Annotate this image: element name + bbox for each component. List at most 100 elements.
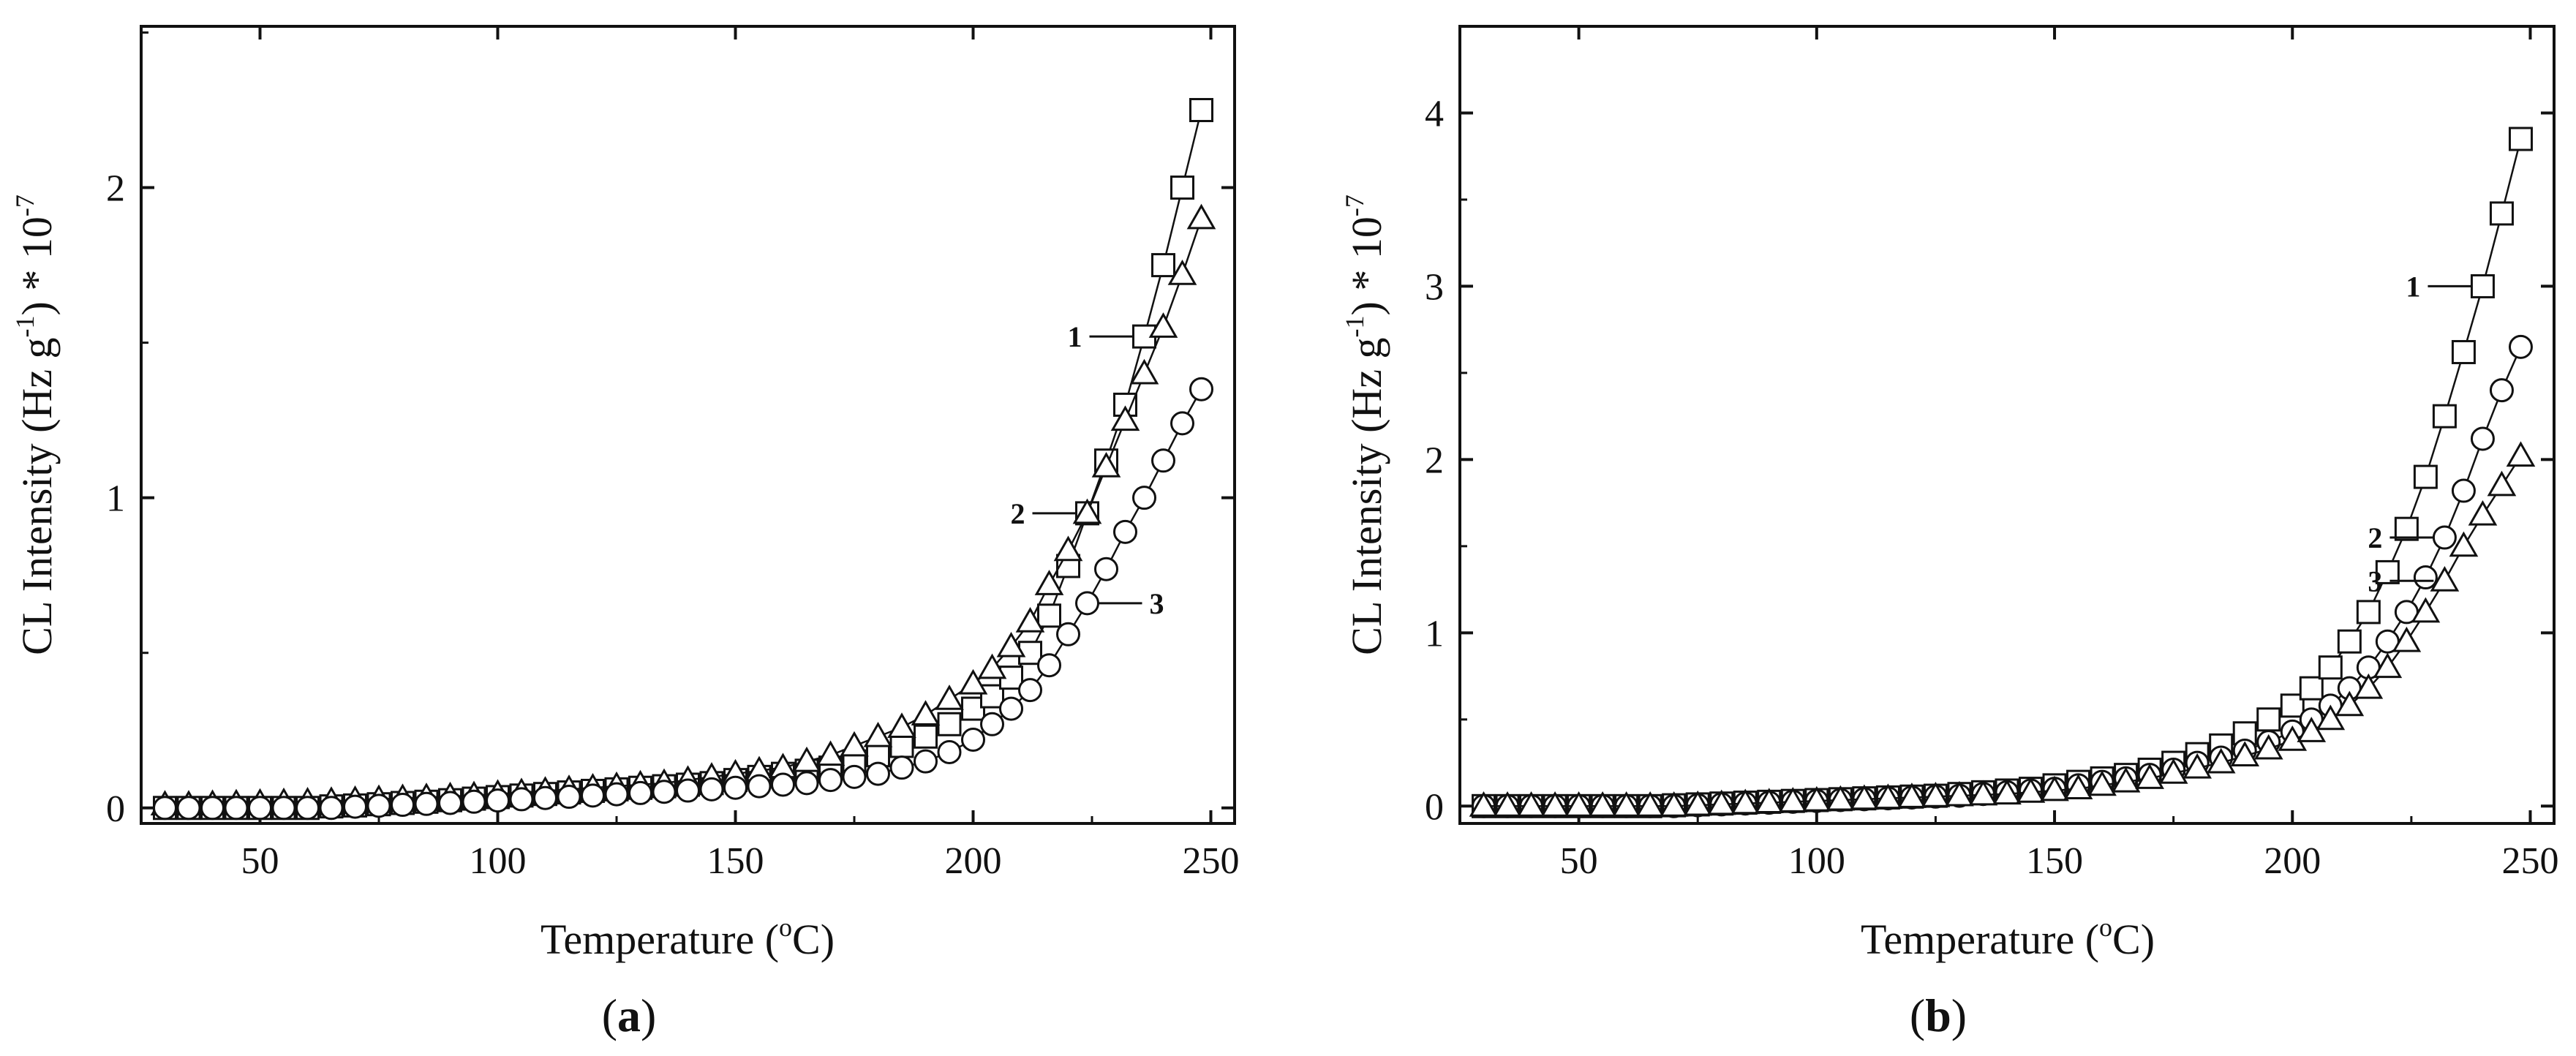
data-point-square [2299,676,2324,701]
curve-label: 2 [1011,497,1025,530]
data-point-triangle [1706,789,1736,815]
data-point-triangle [1186,203,1216,230]
data-point-triangle [1921,781,1951,807]
x-tick-label: 100 [1788,840,1845,882]
data-point-circle [391,793,415,818]
data-point-triangle [2158,758,2188,784]
data-point-square [999,665,1023,690]
data-point-triangle [958,668,988,695]
data-point-circle [818,768,843,793]
data-point-triangle [2430,565,2460,592]
data-point-triangle [1945,780,1974,807]
data-point-circle [794,771,819,796]
data-point-square [2489,201,2514,226]
curve-label: 3 [2368,565,2382,597]
data-point-circle [889,755,914,780]
data-point-triangle [2487,470,2517,497]
data-point-triangle [1148,312,1178,338]
data-point-triangle [1754,788,1784,814]
data-point-triangle [1469,791,1499,817]
data-point-square [2375,559,2400,584]
series-3 [153,377,1213,821]
data-point-circle [2489,378,2514,403]
data-point-circle [699,777,724,802]
curve-label: 1 [1068,320,1082,353]
data-point-square [889,733,914,758]
data-point-circle [509,787,534,812]
data-point-circle [747,774,772,799]
plot-frame [140,25,1236,825]
curve-label: 2 [2368,521,2382,554]
data-point-circle [937,739,962,764]
data-point-triangle [2253,733,2283,760]
data-point-triangle [1992,779,2022,805]
data-point-triangle [2373,652,2403,679]
data-point-triangle [1167,260,1197,285]
data-point-triangle [1091,451,1121,478]
data-point-triangle [1611,791,1641,817]
data-point-triangle [1034,570,1064,595]
panel-a: 50 100 150 200 250 0 1 2 Temperature (oC) CL Inte… [10,25,1240,1041]
data-point-triangle [2392,626,2422,652]
data-point-circle [295,796,320,821]
panel-b: 50 100 150 200 250 0 1 2 3 4 Temperature (oC) CL In… [1340,25,2558,1041]
data-point-square [2394,516,2419,541]
data-point-triangle [2335,690,2365,717]
data-point-circle [533,785,557,810]
data-point-triangle [2278,725,2308,751]
data-point-square [2470,274,2495,298]
data-point-triangle [1053,535,1083,562]
data-point-circle [1094,557,1118,581]
data-point-circle [652,780,677,804]
data-point-circle [224,796,249,821]
data-point-square [2413,464,2438,489]
data-point-square [2356,600,2381,625]
y-axis-label: CL Intensity (Hz g-1) * 10-7 [10,195,61,655]
data-point-triangle [1659,791,1689,817]
data-point-triangle [2206,747,2236,774]
series-line [1483,138,2522,807]
data-point-circle [2413,565,2438,590]
data-point-circle [914,749,938,774]
data-point-triangle [1801,785,1831,812]
data-point-triangle [1968,780,1998,806]
data-point-circle [200,796,225,821]
data-point-circle [1170,411,1194,436]
data-point-circle [271,796,296,821]
y-tick-label: 4 [1425,93,1444,135]
data-point-circle [980,712,1004,736]
x-axis-label: Temperature (oC) [541,913,835,963]
data-point-circle [248,796,272,821]
data-point-square [2451,339,2476,364]
data-point-circle [319,796,344,821]
x-axis-label: Temperature (oC) [1861,913,2155,963]
data-point-circle [438,791,462,815]
x-tick-label: 150 [707,840,764,882]
data-point-triangle [1493,791,1522,817]
data-point-circle [176,796,201,821]
data-point-triangle [1826,785,1856,811]
data-point-triangle [2135,763,2164,789]
data-point-triangle [935,684,964,710]
data-point-triangle [1516,791,1546,817]
series-2 [150,203,1216,815]
y-tick-label: 1 [1425,613,1444,655]
data-point-triangle [863,721,893,747]
data-point-triangle [2087,770,2117,796]
data-point-square [1189,98,1213,123]
data-point-circle [1151,448,1175,473]
x-tick-label: 150 [2026,840,2083,882]
series-line [1483,346,2522,807]
data-point-square [2337,629,2362,654]
data-point-circle [366,793,391,818]
data-point-triangle [792,746,821,772]
y-tick-label: 0 [106,788,125,830]
data-point-circle [462,789,486,814]
data-point-triangle [1778,787,1808,812]
data-point-circle [961,727,985,752]
data-point-triangle [2354,673,2384,699]
curve-label: 3 [1150,587,1164,620]
data-point-triangle [1015,607,1045,633]
data-point-circle [999,696,1023,721]
